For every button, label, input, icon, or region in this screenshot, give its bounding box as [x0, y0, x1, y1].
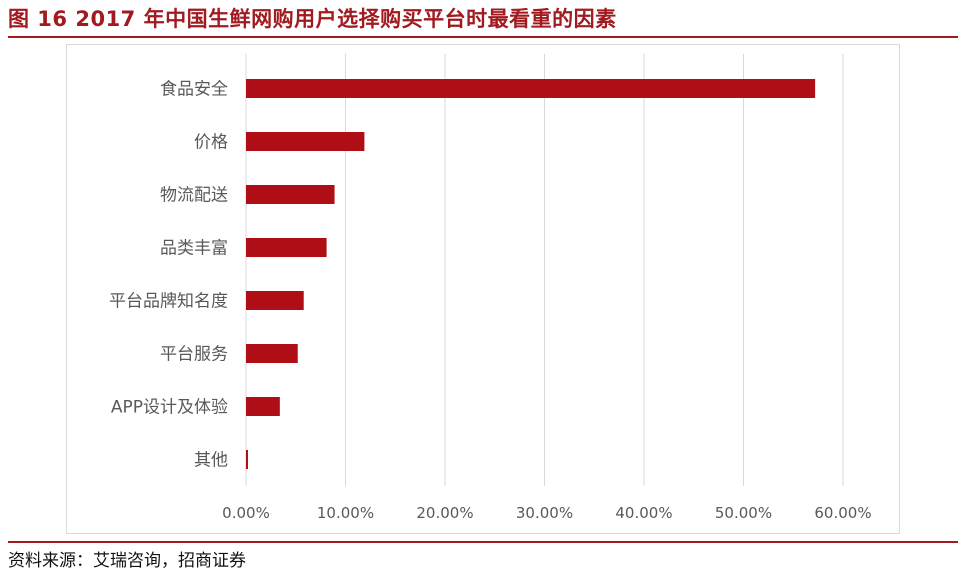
category-label: 价格	[194, 133, 228, 153]
x-tick-label: 60.00%	[814, 504, 871, 522]
bar	[246, 291, 304, 310]
bar	[246, 79, 816, 98]
x-tick-label: 20.00%	[416, 504, 473, 522]
x-tick-label: 40.00%	[615, 504, 672, 522]
x-tick-label: 0.00%	[222, 504, 270, 522]
category-label: 其他	[194, 451, 228, 471]
bar	[246, 238, 327, 257]
category-label: APP设计及体验	[111, 398, 228, 418]
x-tick-label: 30.00%	[516, 504, 573, 522]
category-label: 食品安全	[160, 80, 228, 100]
chart-frame	[66, 44, 900, 534]
category-label: 物流配送	[160, 186, 228, 206]
category-label: 平台品牌知名度	[109, 292, 228, 312]
category-label: 品类丰富	[160, 239, 228, 259]
title-bar: 图 16 2017 年中国生鲜网购用户选择购买平台时最看重的因素	[8, 0, 958, 38]
figure-title: 图 16 2017 年中国生鲜网购用户选择购买平台时最看重的因素	[8, 7, 617, 31]
bar	[246, 397, 280, 416]
source-divider	[8, 541, 958, 543]
bar	[246, 344, 298, 363]
category-label: 平台服务	[160, 345, 228, 365]
bar	[246, 132, 365, 151]
x-tick-label: 10.00%	[317, 504, 374, 522]
source-note: 资料来源：艾瑞咨询，招商证券	[8, 551, 246, 571]
x-tick-label: 50.00%	[715, 504, 772, 522]
bar	[246, 450, 248, 469]
bar	[246, 185, 335, 204]
